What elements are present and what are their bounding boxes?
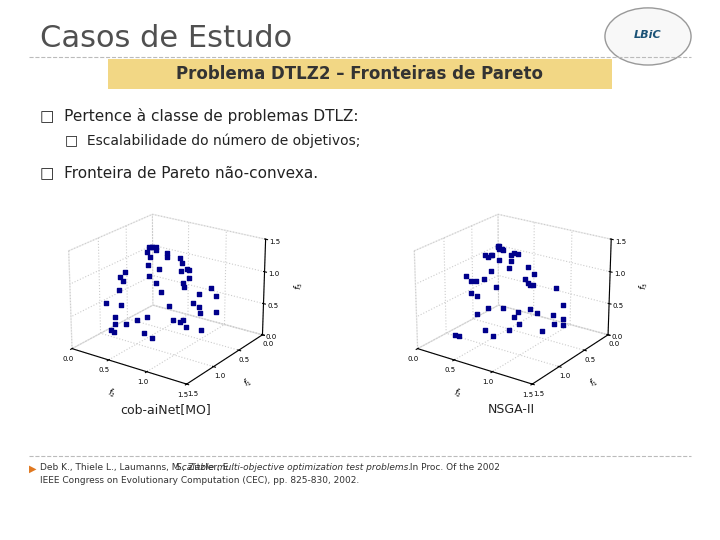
X-axis label: $f_2$: $f_2$: [451, 386, 463, 401]
Y-axis label: $f_1$: $f_1$: [241, 375, 255, 390]
Text: Casos de Estudo: Casos de Estudo: [40, 24, 292, 53]
Text: ▶: ▶: [29, 463, 36, 474]
Y-axis label: $f_1$: $f_1$: [587, 375, 600, 390]
Text: In Proc. Of the 2002: In Proc. Of the 2002: [407, 463, 500, 472]
Text: Problema DTLZ2 – Fronteiras de Pareto: Problema DTLZ2 – Fronteiras de Pareto: [176, 65, 544, 83]
Text: IEEE Congress on Evolutionary Computation (CEC), pp. 825-830, 2002.: IEEE Congress on Evolutionary Computatio…: [40, 476, 359, 485]
Text: NSGA-II: NSGA-II: [487, 403, 535, 416]
Text: Scalable multi-objective optimization test problems.: Scalable multi-objective optimization te…: [176, 463, 412, 472]
Text: LBiC: LBiC: [634, 30, 662, 40]
FancyBboxPatch shape: [108, 59, 612, 89]
Text: □  Pertence à classe de problemas DTLZ:: □ Pertence à classe de problemas DTLZ:: [40, 108, 358, 124]
X-axis label: $f_2$: $f_2$: [106, 386, 117, 401]
Text: □  Escalabilidade do número de objetivos;: □ Escalabilidade do número de objetivos;: [65, 134, 360, 148]
Circle shape: [605, 8, 691, 65]
Text: cob-aiNet[MO]: cob-aiNet[MO]: [120, 403, 211, 416]
Text: □  Fronteira de Pareto não-convexa.: □ Fronteira de Pareto não-convexa.: [40, 165, 318, 180]
Text: Deb K., Thiele L., Laumanns, M., Zitzler, E.:: Deb K., Thiele L., Laumanns, M., Zitzler…: [40, 463, 237, 472]
